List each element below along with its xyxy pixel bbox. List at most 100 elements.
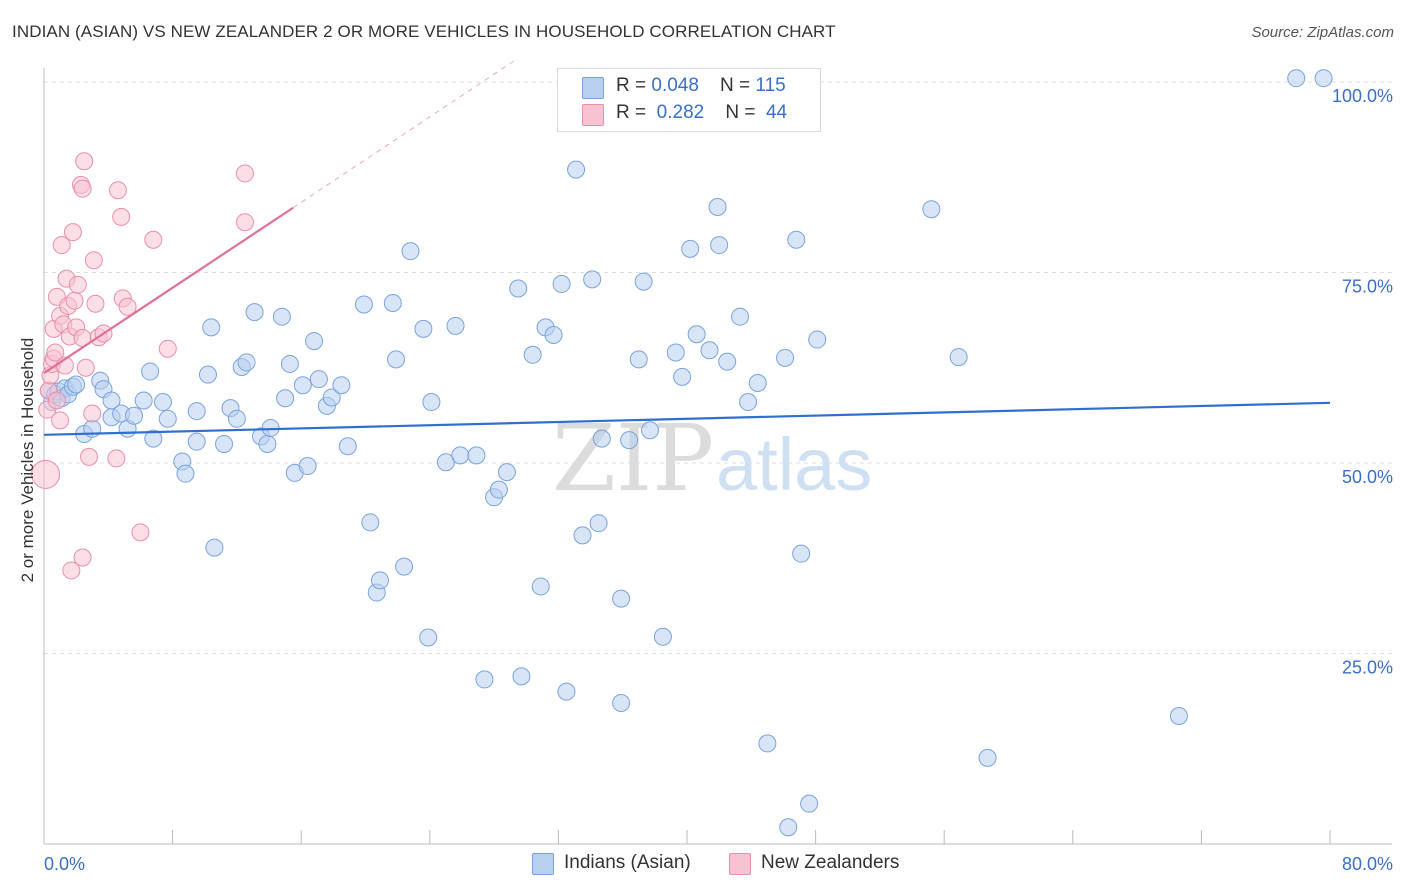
nz-point-41: [144, 230, 163, 249]
indians-point-17: [125, 406, 144, 425]
indians-point-65: [467, 446, 486, 465]
indians-trend-line: [43, 401, 1331, 436]
indians-point-18: [134, 391, 153, 410]
nz-point-7: [46, 343, 65, 362]
indians-point-97: [718, 352, 737, 371]
indians-point-51: [354, 295, 373, 314]
indians-point-49: [332, 376, 351, 395]
legend-r-label: R =: [616, 102, 652, 123]
indians-point-58: [401, 242, 420, 261]
tick-labels: 25.0% 50.0% 75.0% 100.0% 0.0% 80.0%: [44, 86, 1393, 874]
axes: [43, 68, 1392, 845]
indians-point-29: [205, 538, 224, 557]
indians-point-64: [451, 446, 470, 465]
indians-point-108: [922, 200, 941, 219]
legend-box: R = 0.048 N = 115 R = 0.282 N = 44: [557, 68, 821, 132]
indians-point-34: [237, 353, 256, 372]
indians-point-62: [436, 453, 455, 472]
nz-point-20: [65, 291, 84, 310]
indians-point-50: [338, 437, 357, 456]
indians-point-113: [1314, 69, 1333, 88]
indians-point-80: [583, 270, 602, 289]
indians-point-25: [187, 402, 206, 421]
legend-r-value: 0.282: [656, 102, 705, 123]
nz-point-26: [73, 548, 92, 567]
indians-point-107: [808, 330, 827, 349]
indians-point-95: [708, 197, 727, 216]
nz-point-22: [68, 275, 87, 294]
nz-point-10: [51, 411, 70, 430]
indians-point-8: [67, 375, 86, 394]
indians-point-93: [687, 325, 706, 344]
watermark-atlas: atlas: [716, 423, 872, 506]
legend-n-label: N =: [720, 75, 756, 96]
series-indians-asian: [39, 69, 1333, 837]
indians-point-21: [153, 393, 172, 412]
indians-point-20: [144, 429, 163, 448]
nz-point-37: [112, 207, 131, 226]
nz-point-27: [75, 152, 94, 171]
series-new-zealanders: [31, 152, 254, 580]
indians-point-35: [245, 303, 264, 322]
indians-point-110: [978, 748, 997, 767]
nz-point-44: [235, 213, 254, 232]
indians-point-103: [779, 818, 798, 837]
indians-point-100: [748, 373, 767, 392]
trend-lines: [43, 58, 1331, 436]
watermark-zip: ZIP: [552, 405, 714, 512]
indians-point-61: [422, 393, 441, 412]
nz-trend-extension: [292, 58, 517, 209]
indians-point-27: [198, 365, 217, 384]
nz-point-42: [158, 339, 177, 358]
nz-point-30: [83, 404, 102, 423]
bottom-legend-swatch-blue: [532, 853, 554, 875]
indians-point-70: [509, 279, 528, 298]
y-tick-label-3: 100.0%: [1332, 86, 1393, 106]
indians-point-68: [489, 480, 508, 499]
indians-point-77: [557, 682, 576, 701]
indians-point-88: [641, 421, 660, 440]
indians-point-98: [731, 307, 750, 326]
indians-point-85: [620, 431, 639, 450]
x-tick-label-1: 80.0%: [1342, 854, 1393, 874]
indians-point-48: [322, 388, 341, 407]
indians-point-94: [700, 341, 719, 360]
indians-point-91: [673, 367, 692, 386]
nz-point-0: [31, 459, 61, 489]
bottom-legend-label-indians: Indians (Asian): [564, 852, 691, 873]
legend-r-value: 0.048: [651, 75, 699, 96]
indians-point-78: [567, 160, 586, 179]
indians-point-105: [792, 544, 811, 563]
nz-point-29: [80, 447, 99, 466]
indians-point-66: [475, 670, 494, 689]
indians-point-45: [305, 332, 324, 351]
indians-point-79: [573, 526, 592, 545]
chart-title: INDIAN (ASIAN) VS NEW ZEALANDER 2 OR MOR…: [12, 22, 836, 41]
nz-point-24: [73, 179, 92, 198]
indians-point-96: [710, 236, 729, 255]
source-label: Source: ZipAtlas.com: [1251, 24, 1394, 41]
indians-point-73: [531, 577, 550, 596]
nz-point-31: [84, 251, 103, 270]
y-tick-label-1: 50.0%: [1342, 467, 1393, 487]
nz-point-35: [107, 449, 126, 468]
legend-swatch-pink: [582, 104, 604, 126]
legend-text-nz: R = 0.282 N = 44: [616, 102, 787, 124]
nz-point-28: [76, 358, 95, 377]
indians-point-86: [629, 350, 648, 369]
nz-point-39: [118, 297, 137, 316]
legend-r-label: R =: [616, 75, 652, 96]
y-axis-label: 2 or more Vehicles in Household: [18, 337, 37, 583]
indians-point-54: [370, 571, 389, 590]
nz-point-40: [131, 523, 150, 542]
y-tick-label-0: 25.0%: [1342, 658, 1393, 678]
nz-point-9: [47, 391, 66, 410]
indians-point-56: [387, 350, 406, 369]
x-tick-label-0: 0.0%: [44, 854, 85, 874]
indians-point-32: [227, 409, 246, 428]
indians-point-40: [276, 389, 295, 408]
indians-point-55: [383, 293, 402, 312]
indians-point-111: [1169, 706, 1188, 725]
indians-point-104: [787, 230, 806, 249]
